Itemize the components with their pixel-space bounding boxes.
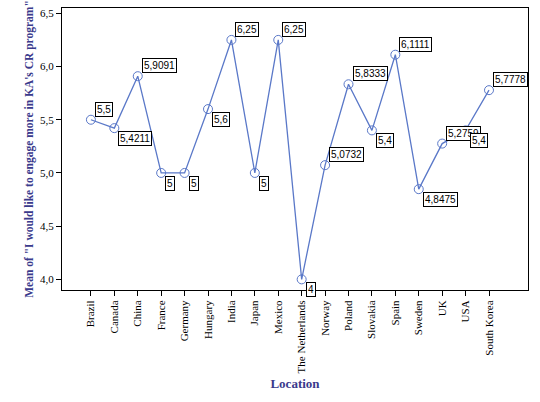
svg-text:Germany: Germany: [178, 300, 190, 341]
svg-text:5,0732: 5,0732: [331, 149, 362, 160]
svg-text:Brazil: Brazil: [84, 300, 96, 327]
svg-text:Hungary: Hungary: [202, 300, 214, 339]
svg-text:5,2759: 5,2759: [448, 128, 479, 139]
svg-text:5,0: 5,0: [40, 167, 54, 179]
svg-text:4,5: 4,5: [40, 220, 54, 232]
svg-text:6,5: 6,5: [40, 7, 54, 19]
svg-text:Mexico: Mexico: [272, 300, 284, 334]
svg-text:5,8333: 5,8333: [355, 68, 386, 79]
svg-text:China: China: [131, 300, 143, 326]
svg-text:Japan: Japan: [248, 300, 260, 326]
svg-text:Norway: Norway: [319, 300, 331, 336]
svg-text:6,25: 6,25: [237, 24, 257, 35]
svg-text:Poland: Poland: [342, 300, 354, 331]
svg-text:USA: USA: [459, 300, 471, 322]
svg-text:Spain: Spain: [389, 300, 401, 326]
svg-text:5: 5: [167, 178, 173, 189]
svg-text:5,6: 5,6: [214, 114, 228, 125]
svg-text:South Korea: South Korea: [483, 300, 495, 355]
svg-text:5,4211: 5,4211: [120, 133, 150, 144]
svg-text:Slovakia: Slovakia: [365, 300, 377, 339]
svg-text:Mean of "I would like to engag: Mean of "I would like to engage more in …: [23, 0, 36, 298]
svg-text:5,5: 5,5: [40, 114, 54, 126]
svg-text:6,25: 6,25: [284, 24, 304, 35]
svg-text:Canada: Canada: [108, 300, 120, 333]
svg-text:The Netherlands: The Netherlands: [295, 300, 307, 373]
svg-text:5,4: 5,4: [378, 135, 392, 146]
svg-text:6,1111: 6,1111: [401, 39, 430, 50]
svg-text:5: 5: [261, 178, 267, 189]
svg-text:4: 4: [308, 284, 314, 295]
svg-text:4,0: 4,0: [40, 273, 54, 285]
svg-text:5,4: 5,4: [472, 135, 486, 146]
svg-text:Sweden: Sweden: [412, 300, 424, 335]
svg-text:6,0: 6,0: [40, 60, 54, 72]
svg-text:France: France: [155, 300, 167, 330]
svg-text:5: 5: [191, 178, 197, 189]
svg-text:5,5: 5,5: [97, 104, 111, 115]
svg-text:India: India: [225, 300, 237, 323]
svg-text:4,8475: 4,8475: [425, 194, 456, 205]
svg-text:Location: Location: [270, 376, 320, 391]
svg-text:5,7778: 5,7778: [495, 74, 526, 85]
svg-text:UK: UK: [436, 300, 448, 316]
svg-text:5,9091: 5,9091: [144, 60, 175, 71]
